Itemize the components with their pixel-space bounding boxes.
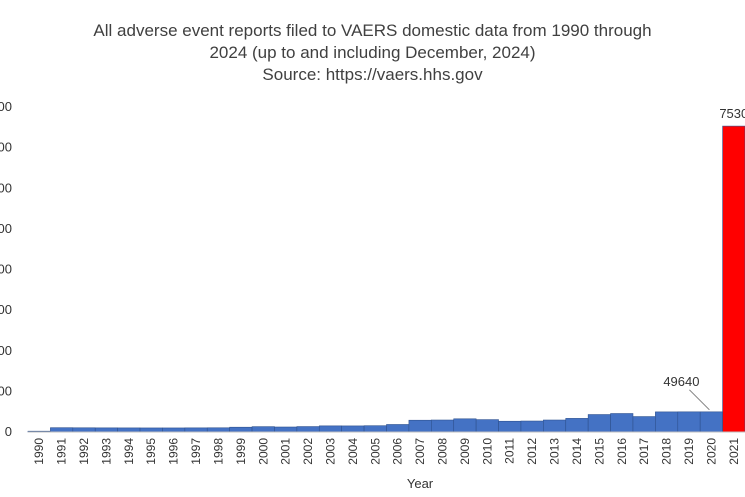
bar-2000 [251, 426, 275, 433]
x-tick-label: 2003 [323, 438, 337, 465]
annotations: 49640 7530 [663, 106, 745, 411]
data-label-leader-line [689, 389, 710, 411]
x-tick-label: 2007 [413, 438, 427, 465]
x-tick-label: 2009 [458, 438, 472, 465]
bar-1995 [139, 427, 163, 433]
data-label-2021: 7530 [719, 106, 745, 121]
x-tick-label: 2000 [256, 438, 270, 465]
bar-2003 [318, 425, 342, 433]
bar-2005 [363, 425, 387, 433]
x-tick-label: 1993 [99, 438, 113, 465]
x-tick-label: 2010 [480, 438, 494, 465]
x-tick-label: 2012 [525, 438, 539, 465]
bar-2010 [475, 419, 499, 433]
bar-2012 [520, 420, 544, 433]
x-tick-label: 2016 [615, 438, 629, 465]
x-tick-label: 2002 [301, 438, 315, 465]
x-tick-label: 1996 [167, 438, 181, 465]
y-tick-label: 00 [0, 180, 12, 195]
x-axis-label: Year [407, 476, 434, 491]
bar-1991 [50, 427, 74, 433]
bar-2015 [587, 414, 611, 433]
x-tick-label: 2015 [592, 438, 606, 465]
bar-2013 [543, 419, 567, 433]
y-tick-label: 00 [0, 140, 12, 155]
x-tick-label: 1998 [211, 438, 225, 465]
y-tick-label: 00 [0, 302, 12, 317]
x-tick-label: 2006 [391, 438, 405, 465]
x-tick-label: 2013 [548, 438, 562, 465]
x-tick-label: 1992 [77, 438, 91, 465]
y-tick-label: 00 [0, 343, 12, 358]
chart-title-line-3: Source: https://vaers.hhs.gov [262, 65, 483, 84]
x-tick-label: 2020 [704, 438, 718, 465]
x-tick-label: 2001 [279, 438, 293, 465]
chart-title-line-1: All adverse event reports filed to VAERS… [93, 21, 652, 40]
bar-2004 [341, 425, 365, 433]
x-tick-label: 2011 [503, 438, 517, 464]
y-tick-label: 00 [0, 221, 12, 236]
chart-title: All adverse event reports filed to VAERS… [0, 20, 745, 86]
bar-1994 [117, 427, 141, 433]
bar-2007 [408, 419, 432, 433]
bar-2020 [699, 411, 723, 433]
x-tick-label: 1999 [234, 438, 248, 465]
x-tick-label: 1991 [55, 438, 69, 465]
x-tick-label: 2008 [436, 438, 450, 465]
bar-2018 [655, 411, 679, 433]
bar-2021 [722, 125, 745, 433]
x-tick-label: 1994 [122, 438, 136, 465]
y-tick-label: 0 [5, 424, 12, 439]
x-tick-label: 2004 [346, 438, 360, 465]
bar-1999 [229, 426, 253, 433]
x-axis-ticks: 1990 1991 1992 1993 1994 1995 1996 1997 1998 1999… [32, 438, 741, 465]
bar-2011 [498, 420, 522, 433]
bar-2017 [632, 416, 656, 433]
x-tick-label: 2005 [368, 438, 382, 465]
bar-2019 [677, 411, 701, 433]
x-tick-label: 1995 [144, 438, 158, 465]
y-tick-label: 00 [0, 262, 12, 277]
x-tick-label: 2018 [660, 438, 674, 465]
bar-1996 [162, 427, 186, 433]
x-tick-label: 2017 [637, 438, 651, 465]
bar-2006 [386, 424, 410, 433]
bar-2014 [565, 418, 589, 433]
bar-1993 [94, 427, 118, 433]
y-tick-label: 00 [0, 99, 12, 114]
y-tick-label: 00 [0, 383, 12, 398]
x-tick-label: 2021 [727, 438, 741, 465]
bar-1997 [184, 427, 208, 433]
bar-2016 [610, 413, 634, 433]
x-tick-label: 1997 [189, 438, 203, 465]
x-tick-label: 1990 [32, 438, 46, 465]
bar-2001 [274, 426, 298, 433]
data-label-2020: 49640 [663, 374, 699, 389]
bar-1998 [206, 427, 230, 433]
bar-2002 [296, 426, 320, 433]
x-tick-label: 2014 [570, 438, 584, 465]
bar-2008 [431, 419, 455, 433]
bar-2009 [453, 418, 477, 433]
chart-title-line-2: 2024 (up to and including December, 2024… [209, 43, 536, 62]
bar-1992 [72, 427, 96, 433]
x-tick-label: 2019 [682, 438, 696, 465]
bars [27, 125, 745, 433]
